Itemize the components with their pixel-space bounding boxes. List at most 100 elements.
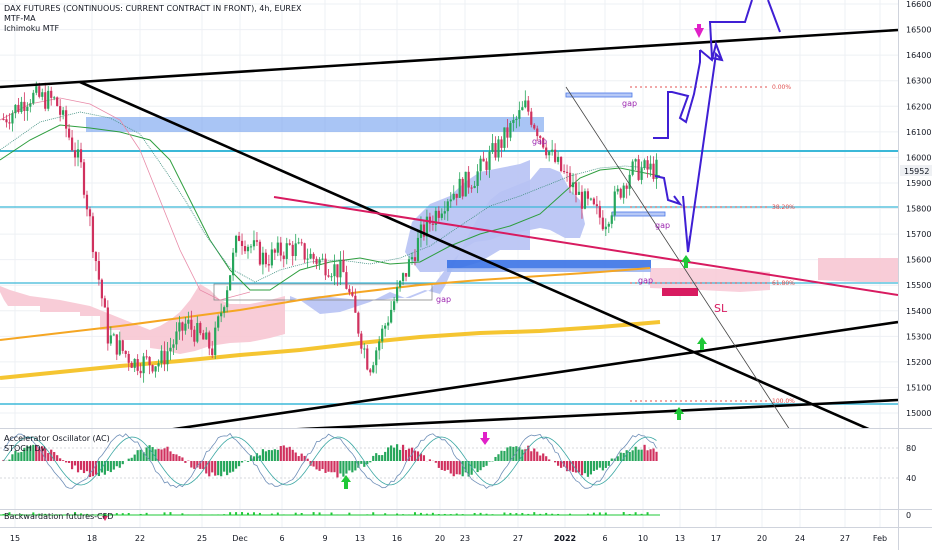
bw-bar: [551, 514, 553, 515]
ac-bar: [80, 461, 82, 470]
candle-body: [318, 259, 320, 264]
ac-bar: [232, 461, 234, 472]
bw-bar: [211, 514, 213, 515]
candle-body: [56, 97, 58, 106]
candle-body: [497, 139, 499, 157]
candle-body: [244, 246, 246, 251]
candle-body: [283, 256, 285, 259]
candle-body: [590, 199, 592, 200]
ac-bar: [479, 461, 481, 470]
candle-body: [500, 139, 502, 147]
candle-body: [479, 159, 481, 172]
ac-bar: [581, 461, 583, 475]
ac-bar: [193, 461, 195, 469]
ac-bar: [295, 453, 297, 461]
price-tick-label: 15700: [906, 230, 931, 239]
ac-bar: [447, 461, 449, 470]
candle-body: [402, 273, 404, 281]
date-tick-label: 24: [795, 534, 805, 543]
candle-body: [387, 323, 389, 326]
ac-bar: [178, 456, 180, 461]
candle-body: [166, 351, 168, 364]
ac-bar: [441, 461, 443, 470]
ac-bar: [497, 454, 499, 461]
candle-body: [327, 275, 329, 276]
candle-body: [357, 313, 359, 334]
ac-bar: [286, 448, 288, 461]
bw-bar: [641, 514, 643, 515]
ac-bar: [107, 461, 109, 471]
ac-bar: [557, 461, 559, 466]
candle-body: [354, 296, 356, 313]
candle-body: [411, 257, 413, 259]
candle-body: [116, 334, 118, 354]
candle-body: [468, 172, 470, 188]
ac-bar: [140, 450, 142, 461]
date-tick-label: 16: [392, 534, 402, 543]
bw-bar: [295, 513, 297, 515]
bw-bar: [539, 514, 541, 515]
candle-body: [450, 199, 452, 201]
candle-body: [518, 110, 520, 119]
ac-bar: [429, 459, 431, 461]
candle-body: [336, 264, 338, 277]
ac-bar: [608, 461, 610, 466]
candle-body: [196, 323, 198, 342]
candle-body: [89, 209, 91, 216]
candle-body: [596, 204, 598, 206]
ac-bar: [596, 461, 598, 470]
bw-bar: [420, 513, 422, 515]
candle-body: [80, 149, 82, 162]
ac-bar: [68, 461, 70, 463]
ac-bar: [131, 458, 133, 461]
ac-bar: [611, 459, 613, 461]
price-axis[interactable]: 1500015100152001530015400155001560015700…: [906, 0, 931, 418]
ac-bar: [202, 461, 204, 469]
candle-body: [471, 188, 473, 189]
candle-body: [536, 129, 538, 137]
gold-ma: [0, 322, 660, 378]
candle-body: [256, 240, 258, 242]
bw-bar: [122, 513, 124, 515]
ac-bar: [548, 459, 550, 461]
candle-body: [101, 280, 103, 299]
date-tick-label: 20: [757, 534, 767, 543]
candle-body: [405, 273, 407, 277]
ac-bar: [474, 461, 476, 468]
ac-bar: [462, 461, 464, 476]
last-price-text: 15952: [904, 167, 929, 176]
candle-body: [151, 365, 153, 371]
candle-body: [205, 332, 207, 339]
ac-bar: [265, 451, 267, 461]
ac-bar: [605, 461, 607, 468]
gap-box-1: [566, 93, 632, 97]
candle-body: [459, 179, 461, 198]
candle-body: [369, 370, 371, 373]
ac-bar: [110, 461, 112, 472]
candle-body: [509, 123, 511, 138]
osc-tick-80: 80: [906, 444, 916, 453]
ac-bar: [655, 452, 657, 461]
indicator-mtf-ma: MTF-MA: [4, 14, 36, 24]
candle-body: [632, 162, 634, 175]
bw-bar: [545, 513, 547, 515]
ac-bar: [533, 449, 535, 461]
ac-bar: [321, 461, 323, 469]
ac-bar: [62, 460, 64, 461]
ac-bar: [217, 461, 219, 475]
ac-bar: [456, 461, 458, 474]
candle-body: [157, 363, 159, 366]
candle-body: [441, 214, 443, 218]
candle-body: [375, 350, 377, 365]
candle-body: [238, 236, 240, 241]
bw-bar: [253, 512, 255, 515]
candle-body: [169, 348, 171, 351]
price-tick-label: 16100: [906, 128, 931, 137]
ac-bar: [542, 453, 544, 461]
ac-bar: [175, 454, 177, 461]
candle-body: [646, 160, 648, 169]
price-tick-label: 16200: [906, 102, 931, 111]
ac-bar: [211, 461, 213, 472]
